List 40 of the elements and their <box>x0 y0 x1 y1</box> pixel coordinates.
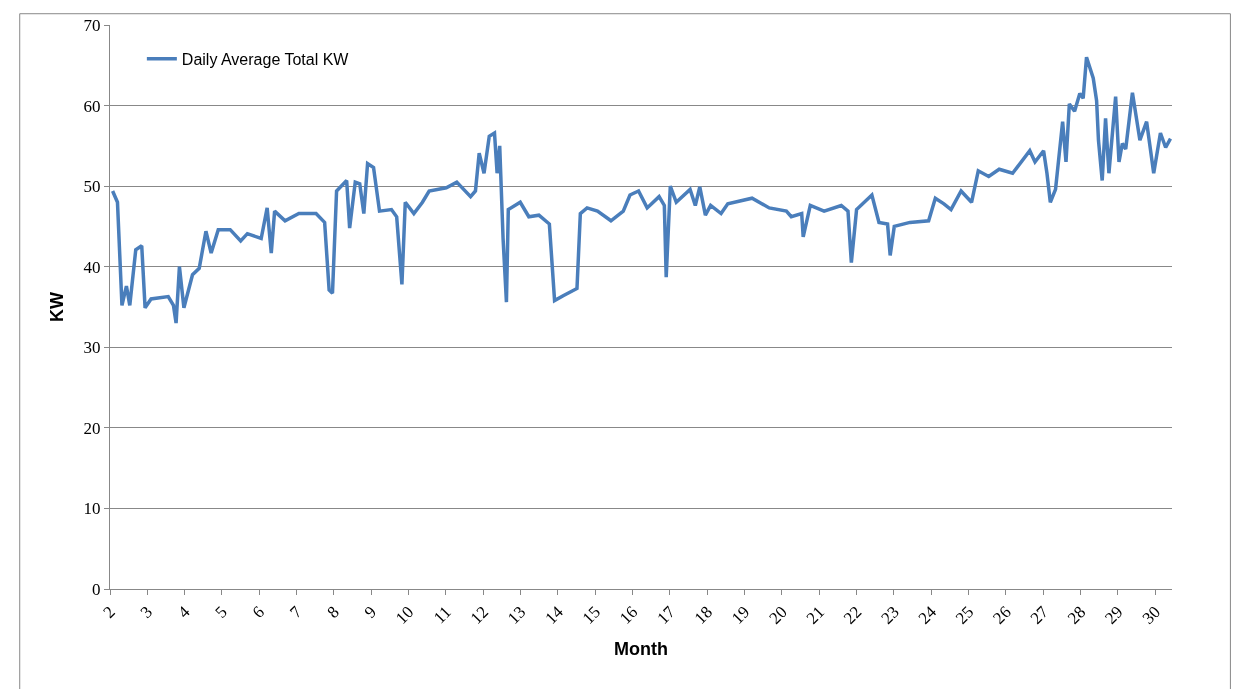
x-tick-label: 6 <box>248 602 269 622</box>
y-tick-label: 20 <box>83 418 101 438</box>
x-tick-label: 11 <box>429 602 455 628</box>
x-tick-label: 19 <box>727 602 754 628</box>
x-tick-label: 26 <box>989 602 1015 628</box>
x-tick-label: 30 <box>1138 602 1165 628</box>
x-tick-label: 27 <box>1026 601 1053 628</box>
x-tick-label: 8 <box>323 602 343 622</box>
y-tick-label: 50 <box>83 177 101 197</box>
x-tick-label: 3 <box>136 602 157 622</box>
x-tick-label: 14 <box>541 601 568 628</box>
x-tick-label: 15 <box>578 602 605 628</box>
x-tick-label: 7 <box>286 601 306 622</box>
y-tick-label: 0 <box>92 579 101 599</box>
x-tick-label: 28 <box>1063 602 1090 628</box>
legend-label: Daily Average Total KW <box>181 51 350 69</box>
x-tick-label: 18 <box>690 602 717 628</box>
y-tick-label: 10 <box>83 499 101 519</box>
x-tick-label: 29 <box>1101 602 1127 628</box>
x-tick-label: 4 <box>174 601 194 622</box>
x-tick-label: 21 <box>802 602 829 628</box>
x-tick-label: 9 <box>360 602 381 622</box>
x-tick-label: 5 <box>211 602 231 622</box>
y-tick-label: 30 <box>83 338 101 358</box>
x-axis-title: Month <box>614 638 668 659</box>
y-tick-label: 40 <box>83 257 101 277</box>
x-tick-label: 20 <box>765 602 791 628</box>
x-tick-label: 24 <box>914 601 941 628</box>
x-tick-label: 16 <box>615 602 642 628</box>
x-tick-label: 22 <box>839 602 866 628</box>
y-tick-label: 70 <box>83 15 101 35</box>
y-tick-label: 60 <box>83 96 101 116</box>
x-tick-label: 2 <box>99 602 119 622</box>
y-axis-title: KW <box>46 292 67 322</box>
x-tick-label: 13 <box>504 602 530 628</box>
x-tick-label: 25 <box>951 602 978 628</box>
x-tick-label: 17 <box>653 601 680 628</box>
x-tick-label: 10 <box>392 602 418 628</box>
x-tick-label: 12 <box>466 602 493 628</box>
x-tick-label: 23 <box>877 602 903 628</box>
